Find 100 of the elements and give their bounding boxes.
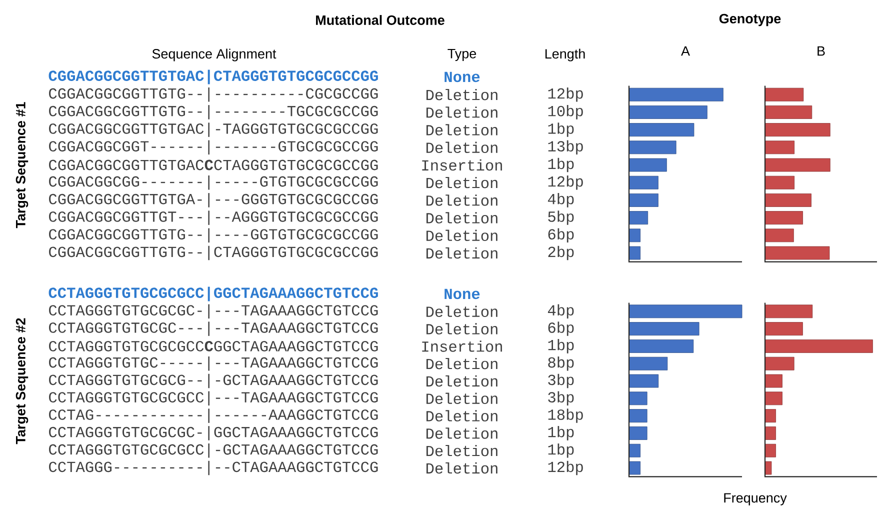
text: 3bp xyxy=(548,374,574,388)
bar xyxy=(764,322,803,336)
text: Deletion xyxy=(426,106,498,118)
bar xyxy=(628,322,700,336)
text: Deletion xyxy=(426,194,498,206)
text: Deletion xyxy=(426,230,498,242)
bar xyxy=(628,140,676,154)
text: None xyxy=(444,72,480,82)
text: Sequence Alignment xyxy=(152,48,276,62)
text: Deletion xyxy=(426,392,498,404)
bar xyxy=(628,105,708,119)
y-tick-label: CGGACGGCGGTTGTGA-|---GGGTGTGCGCGCCGG xyxy=(49,193,378,208)
bar xyxy=(628,444,640,458)
text: 1bp xyxy=(548,443,574,458)
text: Deletion xyxy=(426,88,498,100)
text: 1bp xyxy=(548,339,574,354)
bar xyxy=(764,140,794,154)
y-tick-label: CCTAG------------|------AAAGGCTGTCCG xyxy=(49,408,378,423)
text: Genotype xyxy=(719,14,781,26)
text: 6bp xyxy=(548,322,574,336)
bar xyxy=(628,304,742,318)
y-tick-label: CGGACGGCGGTTGTG--|--------TGCGCGCCGG xyxy=(49,105,378,120)
bar xyxy=(764,105,812,119)
text: Type xyxy=(448,48,476,62)
text: 4bp xyxy=(548,193,574,208)
y-tick-label: CCTAGGGTGTGCGC---|---TAGAAAGGCTGTCCG xyxy=(49,322,378,336)
y-tick-label: CCTAGGGTGTGCGCGC-|---TAGAAAGGCTGTCCG xyxy=(49,304,378,319)
text: 6bp xyxy=(548,228,574,243)
y-tick-label: CCTAGGGTGTGC-----|---TAGAAAGGCTGTCCG xyxy=(49,356,378,371)
text: 5bp xyxy=(548,210,574,225)
y-tick-label: CGGACGGCGGTTGTG--|----------CGCGCCGG xyxy=(49,87,378,102)
bar xyxy=(764,461,772,475)
y-tick-label: CGGACGGCGGTTGTGACCCTAGGGTGTGCGCGCCGG xyxy=(49,160,378,170)
bar xyxy=(628,211,648,224)
text: 18bp xyxy=(548,408,583,423)
text: 1bp xyxy=(548,158,574,172)
text: 12bp xyxy=(548,460,583,476)
bar xyxy=(764,304,813,318)
bar xyxy=(764,246,830,260)
text: Deletion xyxy=(426,247,498,259)
y-axis-title: Target Sequence #1 xyxy=(16,102,28,228)
bar xyxy=(764,374,782,388)
bar xyxy=(764,392,782,406)
y-tick-label: CCTAGGGTGTGCGCGCC|-GCTAGAAAGGCTGTCCG xyxy=(49,443,378,458)
text: Deletion xyxy=(426,375,498,387)
bar xyxy=(764,158,830,172)
y-tick-label: CCTAGGGTGTGCGCGCC|GGCTAGAAAGGCTGTCCG xyxy=(48,286,378,302)
y-tick-label: CCTAGGGTGTGCGCGCCCGGCTAGAAAGGCTGTCCG xyxy=(49,340,378,352)
text: Deletion xyxy=(426,410,498,422)
bar xyxy=(764,409,776,422)
y-tick-label: CCTAGGGTGTGCGCGCC|---TAGAAAGGCTGTCCG xyxy=(49,391,378,406)
bar xyxy=(628,461,640,475)
y-tick-label: CCTAGGGTGTGCGCG--|-GCTAGAAAGGCTGTCCG xyxy=(49,374,378,388)
text: Deletion xyxy=(426,462,498,474)
text: Deletion xyxy=(426,176,498,188)
bar xyxy=(628,246,640,260)
bar xyxy=(628,426,648,440)
text: Mutational Outcome xyxy=(316,15,444,25)
text: 13bp xyxy=(548,140,583,155)
bar xyxy=(628,409,648,422)
bar xyxy=(764,176,794,190)
bar xyxy=(628,228,640,242)
y-axis-title: Target Sequence #2 xyxy=(16,318,28,444)
bar xyxy=(628,158,667,172)
text: Deletion xyxy=(426,358,498,370)
bar xyxy=(764,88,804,102)
bar xyxy=(764,426,776,440)
text: 8bp xyxy=(548,356,574,371)
y-tick-label: CGGACGGCGGTTGT---|--AGGGTGTGCGCGCCGG xyxy=(49,210,378,225)
bar xyxy=(764,211,803,224)
text: Deletion xyxy=(426,323,498,334)
text: Deletion xyxy=(426,306,498,318)
text: 10bp xyxy=(548,105,583,120)
bar xyxy=(628,176,658,190)
text: Deletion xyxy=(426,428,498,439)
y-tick-label: CCTAGGG----------|--CTAGAAAGGCTGTCCG xyxy=(49,460,378,476)
y-tick-label: CGGACGGCGGT------|-------GTGCGCGCCGG xyxy=(49,140,378,155)
text: Deletion xyxy=(426,124,498,136)
text: 12bp xyxy=(548,87,583,102)
bar xyxy=(628,88,724,102)
text: 12bp xyxy=(548,175,583,190)
bar xyxy=(764,356,794,370)
bar xyxy=(764,193,812,207)
bar xyxy=(628,392,648,406)
y-tick-label: CGGACGGCGGTTGTGAC|-TAGGGTGTGCGCGCCGG xyxy=(49,122,378,137)
text: Insertion xyxy=(422,159,502,171)
bar xyxy=(764,228,794,242)
x-axis-title: Frequency xyxy=(724,493,787,506)
bar xyxy=(628,339,694,353)
bar xyxy=(628,193,658,207)
bar xyxy=(628,123,694,136)
y-tick-label: CCTAGGGTGTGCGCGC-|GGCTAGAAAGGCTGTCCG xyxy=(49,426,378,440)
text: Insertion xyxy=(422,340,502,352)
text: 1bp xyxy=(548,426,574,440)
text: 1bp xyxy=(548,122,574,137)
bar xyxy=(628,374,659,388)
bar xyxy=(628,356,668,370)
text: 2bp xyxy=(548,246,574,260)
bar xyxy=(764,123,830,136)
text: Deletion xyxy=(426,444,498,456)
